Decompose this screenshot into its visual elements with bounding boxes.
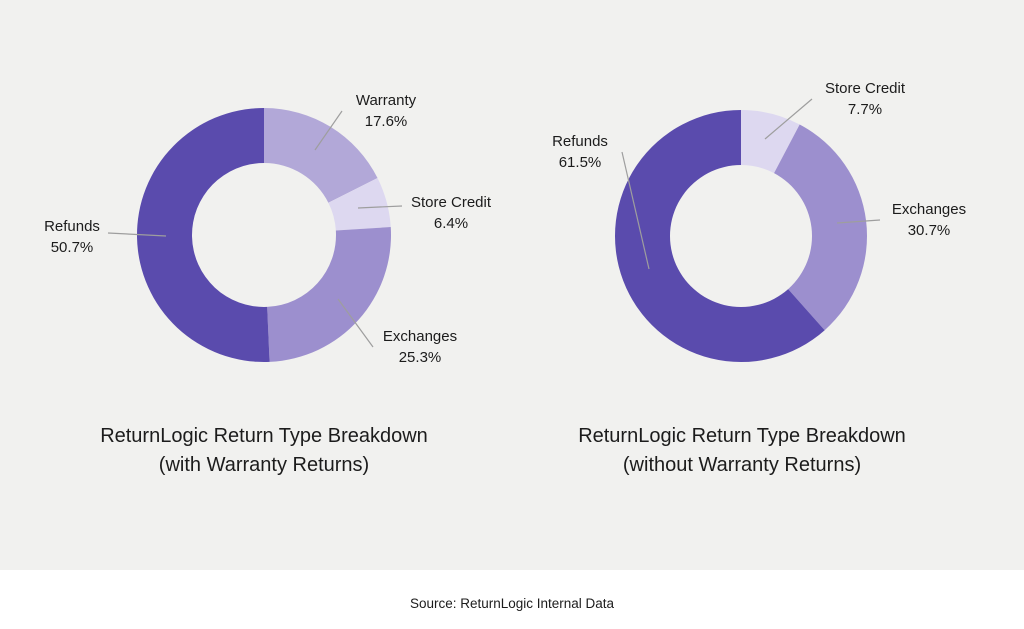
chart-title-line: ReturnLogic Return Type Breakdown [100,425,428,447]
chart-title-without-warranty: ReturnLogic Return Type Breakdown (witho… [486,422,998,480]
donut-segment-exchanges [774,124,867,331]
source-note: Source: ReturnLogic Internal Data [409,596,615,611]
segment-label-name: Refunds [44,218,100,235]
leader-line-refunds [107,232,167,237]
segment-label-pct: 25.3% [398,349,442,366]
segment-label-name: Warranty [355,92,417,109]
segment-label-name: Exchanges [382,328,458,345]
donut-segment-refunds [615,110,825,362]
donut-segments [615,110,867,362]
chart-subtitle-line: (with Warranty Returns) [158,454,370,476]
chart-title-with-warranty: ReturnLogic Return Type Breakdown (with … [8,422,520,480]
leader-line-exchanges [836,219,881,224]
segment-label-exchanges: Exchanges 30.7% [892,199,966,241]
donut-segments [137,108,391,363]
segment-label-pct: 61.5% [558,154,602,171]
donut-segment-store-credit [741,110,800,174]
segment-label-name: Store Credit [410,194,492,211]
segment-label-pct: 7.7% [847,101,883,118]
leader-line-refunds [621,151,650,270]
segment-label-warranty: Warranty 17.6% [356,90,416,132]
segment-label-name: Exchanges [891,201,967,218]
segment-label-store-credit: Store Credit 7.7% [825,78,905,120]
segment-label-pct: 30.7% [907,222,951,239]
leader-line-exchanges [337,298,374,348]
chart-board: Warranty 17.6% Store Credit 6.4% Refunds… [0,0,1024,570]
donut-segment-refunds [137,108,270,363]
segment-label-refunds: Refunds 50.7% [44,216,100,258]
chart-title-line: ReturnLogic Return Type Breakdown [578,425,906,447]
leader-line-warranty [314,110,343,151]
leader-lines [107,110,403,348]
segment-label-store-credit: Store Credit 6.4% [411,192,491,234]
donut-chart-with-warranty [107,108,403,363]
segment-label-pct: 50.7% [50,239,94,256]
leader-line-store-credit [357,205,403,209]
segment-label-exchanges: Exchanges 25.3% [383,326,457,368]
donut-chart-without-warranty [615,98,881,362]
leader-lines [621,98,881,270]
segment-label-pct: 17.6% [364,113,408,130]
segment-label-pct: 6.4% [433,215,469,232]
segment-label-name: Refunds [552,133,608,150]
donut-segment-exchanges [267,227,391,362]
chart-subtitle-line: (without Warranty Returns) [622,454,862,476]
chart-without-warranty: Store Credit 7.7% Refunds 61.5% Exchange… [512,0,1024,570]
donut-segment-store-credit [328,178,391,231]
donut-segment-warranty [264,108,378,203]
segment-label-refunds: Refunds 61.5% [552,131,608,173]
leader-line-store-credit [764,98,813,140]
chart-with-warranty: Warranty 17.6% Store Credit 6.4% Refunds… [0,0,512,570]
segment-label-name: Store Credit [824,80,906,97]
